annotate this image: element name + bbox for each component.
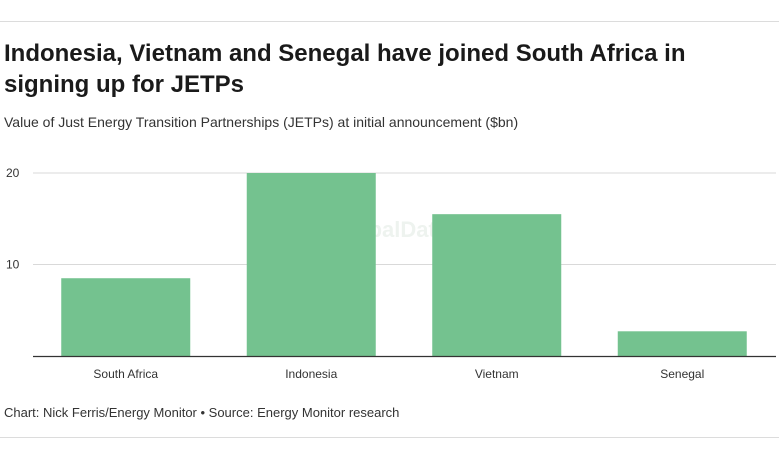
bar-indonesia — [246, 173, 376, 356]
x-tick-label: Senegal — [660, 367, 704, 381]
x-tick-label: Vietnam — [475, 367, 519, 381]
bar-vietnam — [432, 214, 562, 356]
x-tick-label: Indonesia — [285, 367, 337, 381]
y-tick-label: 10 — [6, 258, 20, 272]
x-tick-label: South Africa — [93, 367, 158, 381]
chart-title: Indonesia, Vietnam and Senegal have join… — [4, 40, 686, 98]
chart-subtitle: Value of Just Energy Transition Partners… — [4, 114, 519, 130]
source-credit: Chart: Nick Ferris/Energy Monitor • Sour… — [4, 405, 400, 420]
y-tick-label: 20 — [6, 166, 20, 180]
bar-south-africa — [61, 278, 191, 356]
bottom-divider — [0, 437, 779, 438]
top-divider — [0, 21, 779, 22]
bar-senegal — [617, 331, 747, 356]
